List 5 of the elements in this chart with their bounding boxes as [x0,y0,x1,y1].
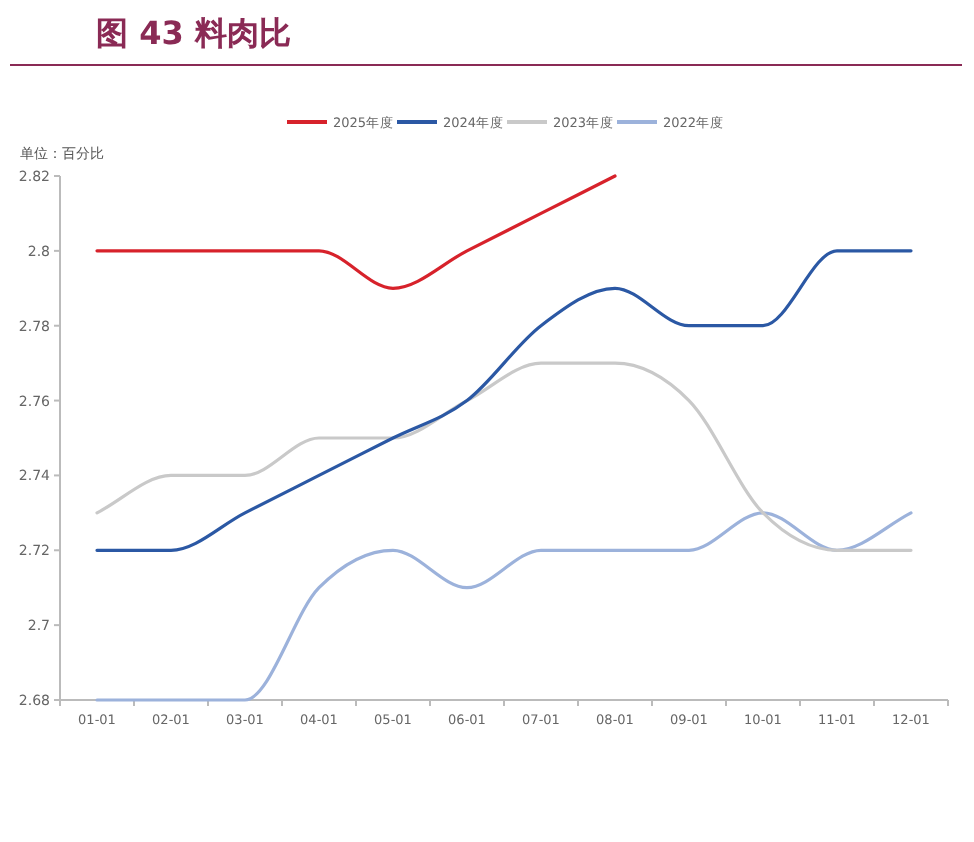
line-series [95,361,913,552]
line-series [95,511,913,702]
chart-title: 图 43 料肉比 [96,14,291,52]
line-series [95,174,617,290]
line-series [95,249,913,552]
